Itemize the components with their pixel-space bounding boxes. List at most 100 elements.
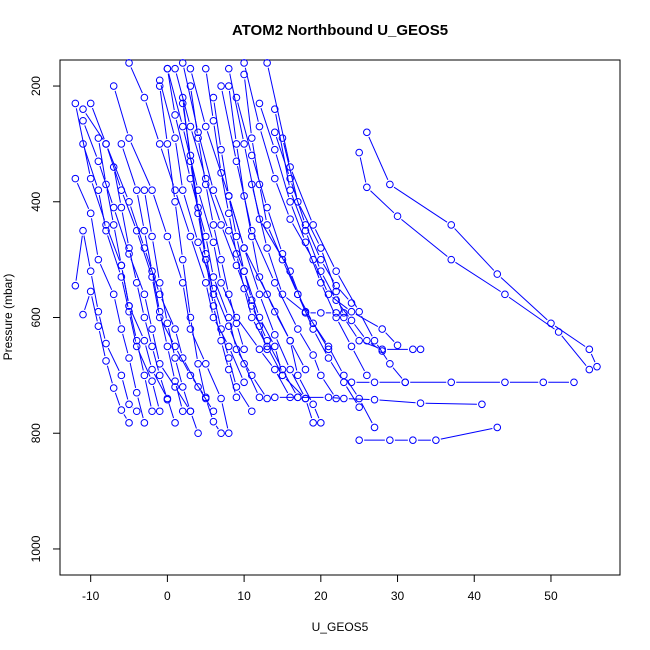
data-point (501, 290, 509, 299)
data-point (217, 278, 225, 287)
series-line-segment (191, 131, 205, 174)
series-line-segment (91, 218, 99, 255)
data-point (432, 436, 440, 444)
data-point (224, 64, 233, 73)
data-point (447, 378, 456, 387)
series-line-segment (228, 90, 237, 140)
series-38 (270, 128, 356, 307)
series-34 (140, 186, 202, 438)
data-point (355, 148, 363, 157)
data-point (478, 400, 486, 409)
series-line-segment (175, 362, 182, 383)
series-line-segment (508, 296, 555, 330)
series-line-segment (83, 235, 91, 267)
data-point (270, 105, 279, 113)
data-point (186, 82, 195, 90)
data-point (247, 180, 256, 189)
data-point (71, 99, 80, 108)
series-line-segment (376, 344, 388, 360)
series-line-segment (121, 212, 129, 244)
series-line-segment (206, 131, 228, 192)
series-line-segment (244, 275, 251, 296)
series-line-segment (137, 235, 151, 273)
data-point (209, 273, 218, 281)
series-line-segment (182, 264, 191, 313)
data-point (148, 273, 156, 281)
data-point (117, 273, 126, 281)
series-line-segment (137, 287, 144, 313)
data-point (401, 378, 410, 387)
series-line-segment (229, 299, 236, 319)
data-point (132, 342, 141, 351)
series-2 (355, 148, 594, 374)
series-line-segment (175, 119, 190, 174)
series-line-segment (229, 200, 244, 244)
data-point (355, 307, 363, 316)
series-line-segment (276, 339, 289, 366)
data-point (332, 281, 340, 290)
data-point (363, 336, 371, 345)
series-line-segment (153, 373, 166, 395)
series-line-segment (107, 148, 121, 186)
series-line-segment (183, 391, 190, 407)
data-point (386, 436, 394, 444)
y-tick-label: 400 (29, 191, 43, 211)
data-point (224, 192, 233, 200)
data-point (79, 105, 87, 113)
series-line-segment (214, 299, 221, 325)
data-point (148, 342, 156, 351)
series-line-segment (283, 258, 297, 290)
data-point (240, 70, 248, 79)
series-31 (240, 70, 333, 354)
x-tick-label: 20 (314, 589, 328, 603)
data-point (324, 393, 333, 402)
data-point (178, 99, 187, 108)
series-line-segment (244, 293, 251, 313)
data-point (148, 267, 156, 276)
y-tick-label: 600 (29, 307, 43, 327)
data-point (117, 261, 126, 270)
series-line-segment (130, 67, 143, 94)
data-point (309, 419, 317, 427)
data-point (117, 325, 126, 333)
series-4 (355, 423, 502, 444)
data-point (309, 221, 317, 229)
data-point (370, 423, 379, 432)
series-line-segment (114, 392, 121, 406)
series-line-segment (192, 379, 204, 394)
y-axis: 200 400 600 800 1000 (29, 76, 61, 562)
series-line-segment (98, 195, 106, 226)
data-point (186, 157, 195, 166)
series-line-segment (206, 189, 213, 221)
series-line-segment (221, 333, 228, 354)
data-point (155, 407, 164, 416)
data-point (102, 357, 110, 365)
data-point (270, 331, 279, 339)
data-point (340, 378, 348, 387)
series-line-segment (122, 380, 129, 400)
series-line-segment (98, 142, 106, 180)
series-line-segment (393, 186, 448, 223)
series-line-segment (314, 359, 320, 371)
data-point (240, 140, 248, 148)
series-line-segment (84, 148, 98, 186)
data-point (263, 203, 271, 212)
series-line-segment (107, 229, 121, 261)
series-line-segment (214, 293, 228, 322)
series-line-segment (198, 368, 206, 394)
series-line-segment (205, 73, 214, 116)
data-point (201, 64, 210, 73)
x-axis: -10 0 10 20 30 40 50 (82, 574, 558, 603)
plot-frame (59, 59, 621, 576)
data-point (355, 394, 363, 403)
series-line-segment (338, 275, 358, 308)
series-line-segment (554, 325, 586, 347)
data-point (332, 309, 340, 317)
data-point (171, 383, 179, 391)
series-line-segment (167, 328, 175, 354)
data-point (493, 270, 502, 278)
data-point (155, 82, 164, 90)
data-point (263, 290, 271, 299)
data-point (171, 342, 179, 351)
data-point (186, 232, 195, 241)
